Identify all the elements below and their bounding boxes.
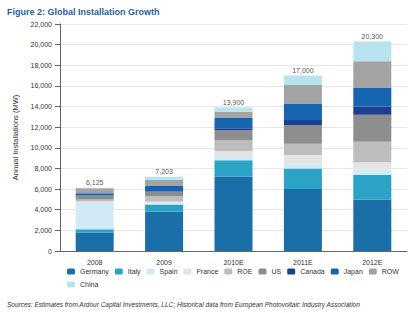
svg-text:6,125: 6,125 (86, 179, 104, 186)
svg-text:2011E: 2011E (293, 259, 313, 266)
svg-text:14,000: 14,000 (31, 103, 53, 110)
svg-text:20,000: 20,000 (31, 41, 53, 48)
svg-text:2009: 2009 (156, 259, 172, 266)
svg-text:US: US (271, 268, 281, 275)
svg-text:0: 0 (48, 248, 52, 255)
svg-text:4,000: 4,000 (34, 206, 52, 213)
svg-text:Figure 2: Global Installation: Figure 2: Global Installation Growth (7, 7, 160, 17)
svg-text:2010E: 2010E (223, 259, 244, 266)
svg-text:2012E: 2012E (362, 259, 383, 266)
svg-text:Annual Installations (MW): Annual Installations (MW) (11, 94, 20, 180)
svg-text:12,000: 12,000 (31, 124, 53, 131)
svg-text:ROE: ROE (237, 268, 253, 275)
svg-text:Italy: Italy (128, 268, 141, 276)
svg-text:18,000: 18,000 (31, 62, 53, 69)
svg-text:13,900: 13,900 (223, 99, 245, 106)
svg-text:7,203: 7,203 (155, 168, 173, 175)
svg-text:China: China (80, 281, 98, 288)
svg-text:8,000: 8,000 (34, 165, 52, 172)
svg-text:France: France (197, 268, 219, 275)
svg-text:Sources: Estimates from Ardour: Sources: Estimates from Ardour Capital I… (7, 301, 360, 309)
svg-text:Canada: Canada (300, 268, 325, 275)
svg-text:2008: 2008 (87, 259, 103, 266)
svg-text:Japan: Japan (344, 268, 363, 276)
svg-text:16,000: 16,000 (31, 82, 53, 89)
svg-text:Spain: Spain (160, 268, 178, 276)
svg-text:ROW: ROW (382, 268, 400, 275)
svg-text:6,000: 6,000 (34, 186, 52, 193)
svg-text:17,000: 17,000 (292, 67, 314, 74)
svg-text:22,000: 22,000 (31, 21, 53, 28)
svg-text:20,300: 20,300 (362, 33, 384, 40)
svg-text:Germany: Germany (80, 268, 109, 276)
svg-text:10,000: 10,000 (31, 144, 53, 151)
svg-text:2,000: 2,000 (34, 227, 52, 234)
